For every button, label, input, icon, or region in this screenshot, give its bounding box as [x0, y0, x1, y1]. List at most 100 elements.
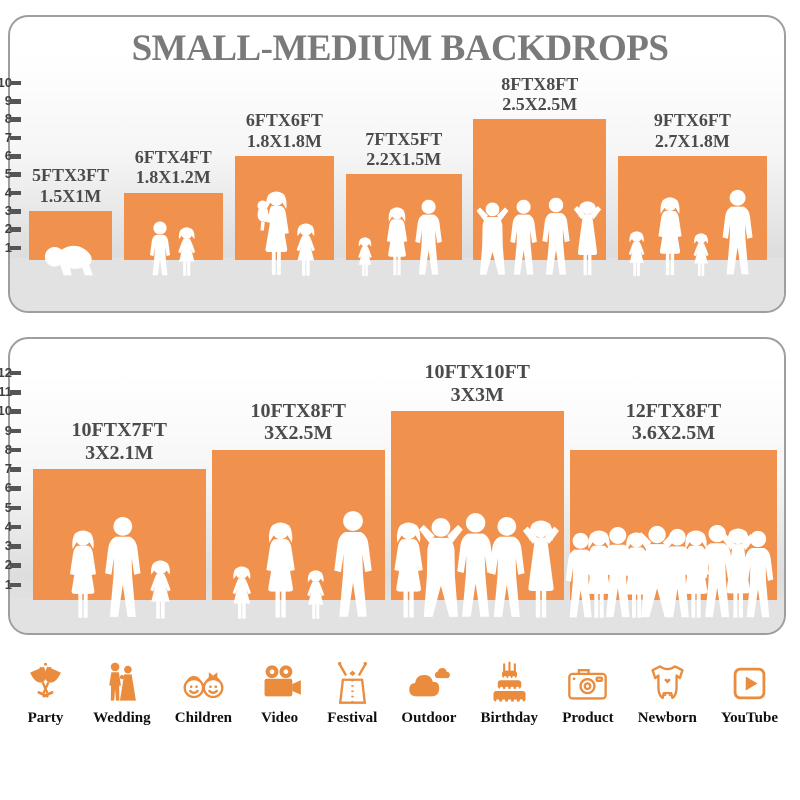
category-party: Party	[22, 660, 69, 727]
axis-tick-label: 6	[4, 480, 12, 496]
axis-tick-mark	[10, 428, 21, 434]
bars-container: 5FTX3FT 1.5X1M 6FTX4FT 1.8X1.2M 6FTX6FT 1.8X1…	[8, 15, 786, 313]
category-label: YouTube	[721, 710, 778, 726]
person-silhouette-woman	[65, 530, 101, 620]
axis-tick-mark	[10, 582, 21, 588]
person-silhouette-man	[508, 199, 539, 277]
axis-tick-4: 4	[0, 185, 44, 201]
person-silhouette-mother	[254, 191, 295, 277]
person-silhouette-man	[720, 189, 755, 277]
bar-size-label: 5FTX3FT 1.5X1M	[31, 165, 110, 206]
axis-tick-2: 2	[0, 557, 44, 573]
person-silhouette-man	[413, 199, 444, 277]
person-silhouette-manup	[475, 201, 510, 277]
bar-size-label: 7FTX5FT 2.2X1.5M	[365, 128, 443, 170]
person-silhouette-boy	[146, 221, 174, 277]
category-birthday: Birthday	[481, 660, 538, 727]
bar-size-label: 10FTX10FT 3X3M	[424, 361, 531, 406]
category-label: Festival	[327, 710, 378, 726]
axis-tick-label: 4	[4, 184, 12, 200]
axis-tick-label: 10	[0, 403, 12, 419]
person-silhouette-woman	[654, 197, 686, 277]
axis-tick-label: 2	[4, 557, 12, 573]
axis-tick-mark	[10, 209, 21, 214]
backdrop-bar-9ftx6ft: 9FTX6FT 2.7X1.8M	[617, 15, 768, 313]
axis-tick-mark	[10, 154, 21, 159]
axis-tick-5: 5	[0, 166, 44, 182]
bars-container: 10FTX7FT 3X2.1M 10FTX8FT 3X2.5M 10FTX10FT 3X3…	[8, 337, 786, 635]
person-silhouette-girl	[291, 223, 321, 277]
panel-small-medium: SMALL-MEDIUM BACKDROPS 1 2 3 4 5 6 7 8 9 10 5FTX3…	[0, 15, 800, 313]
category-wedding: Wedding	[93, 660, 151, 727]
axis-tick-label: 8	[4, 441, 12, 457]
video-camera-icon	[264, 665, 302, 697]
axis-tick-mark	[10, 390, 21, 395]
backdrop-bar-10ftx7ft: 10FTX7FT 3X2.1M	[33, 337, 206, 635]
person-silhouette-man	[740, 530, 776, 620]
axis-tick-mark	[10, 447, 21, 453]
category-label: Newborn	[637, 710, 697, 726]
category-video: Video	[256, 660, 303, 727]
backdrop-bar-8ftx8ft: 8FTX8FT 2.5X2.5M	[473, 15, 607, 313]
axis-tick-mark	[10, 80, 21, 86]
axis-tick-mark	[10, 467, 21, 472]
baby-onesie-icon	[651, 665, 684, 700]
axis-tick-9: 9	[0, 93, 44, 109]
axis-tick-8: 8	[0, 111, 44, 127]
floor-strip	[10, 598, 784, 633]
axis-tick-3: 3	[0, 538, 44, 554]
bar-size-label: 10FTX7FT 3X2.1M	[71, 418, 168, 464]
panel-large: 1 2 3 4 5 6 7 8 9 10 11 12 10FTX7FT 3X2.1M 10FTX8FT 3X…	[0, 337, 800, 635]
person-silhouette-man	[540, 197, 572, 277]
axis-tick-label: 5	[4, 166, 12, 182]
person-silhouette-baby	[44, 243, 97, 277]
bar-size-label: 12FTX8FT 3.6X2.5M	[625, 399, 722, 445]
axis-tick-9: 9	[0, 423, 44, 439]
category-label: Wedding	[93, 710, 151, 726]
axis-tick-6: 6	[0, 480, 44, 496]
category-label: Children	[174, 710, 233, 726]
gift-box-icon	[337, 662, 367, 704]
axis-tick-mark	[10, 505, 21, 511]
category-label: Party	[27, 710, 64, 726]
photo-camera-icon	[568, 668, 608, 700]
axis-tick-mark	[10, 486, 21, 491]
backdrop-bar-6ftx6ft: 6FTX6FT 1.8X1.8M	[234, 15, 335, 313]
axis-tick-7: 7	[0, 461, 44, 477]
axis-tick-label: 6	[4, 148, 12, 164]
clouds-icon	[409, 668, 451, 697]
axis-tick-1: 1	[0, 240, 44, 256]
backdrop-bar-5ftx3ft: 5FTX3FT 1.5X1M	[29, 15, 112, 313]
person-silhouette-girl	[227, 566, 257, 620]
backdrop-bar-10ftx10ft: 10FTX10FT 3X3M	[391, 337, 564, 635]
person-silhouette-girl	[302, 570, 329, 620]
axis-tick-label: 10	[0, 74, 12, 90]
axis-tick-12: 12	[0, 365, 44, 381]
axis-tick-10: 10	[0, 75, 44, 91]
axis-tick-label: 4	[4, 518, 12, 534]
axis-tick-mark	[10, 544, 21, 549]
category-label: Product	[562, 710, 614, 726]
bar-size-label: 6FTX6FT 1.8X1.8M	[245, 110, 323, 151]
axis-tick-5: 5	[0, 500, 44, 516]
backdrop-bar-12ftx8ft: 12FTX8FT 3.6X2.5M	[570, 337, 777, 635]
category-label: Video	[261, 710, 299, 726]
axis-tick-mark	[10, 190, 21, 196]
person-silhouette-womanup	[518, 520, 564, 620]
birthday-cake-icon	[493, 661, 526, 703]
axis-tick-label: 8	[4, 111, 12, 127]
axis-tick-7: 7	[0, 130, 44, 146]
height-ruler: 1 2 3 4 5 6 7 8 9 10 11 12	[0, 337, 60, 635]
axis-tick-label: 11	[0, 384, 12, 400]
axis-tick-11: 11	[0, 384, 44, 400]
person-silhouette-man	[331, 510, 375, 620]
person-silhouette-woman	[261, 522, 300, 620]
axis-tick-label: 1	[4, 239, 12, 255]
bar-size-label: 10FTX8FT 3X2.5M	[250, 399, 347, 445]
person-silhouette-girl	[689, 233, 713, 277]
category-product: Product	[562, 660, 614, 727]
axis-tick-8: 8	[0, 442, 44, 458]
axis-tick-mark	[10, 245, 21, 251]
person-silhouette-girl	[173, 227, 200, 277]
